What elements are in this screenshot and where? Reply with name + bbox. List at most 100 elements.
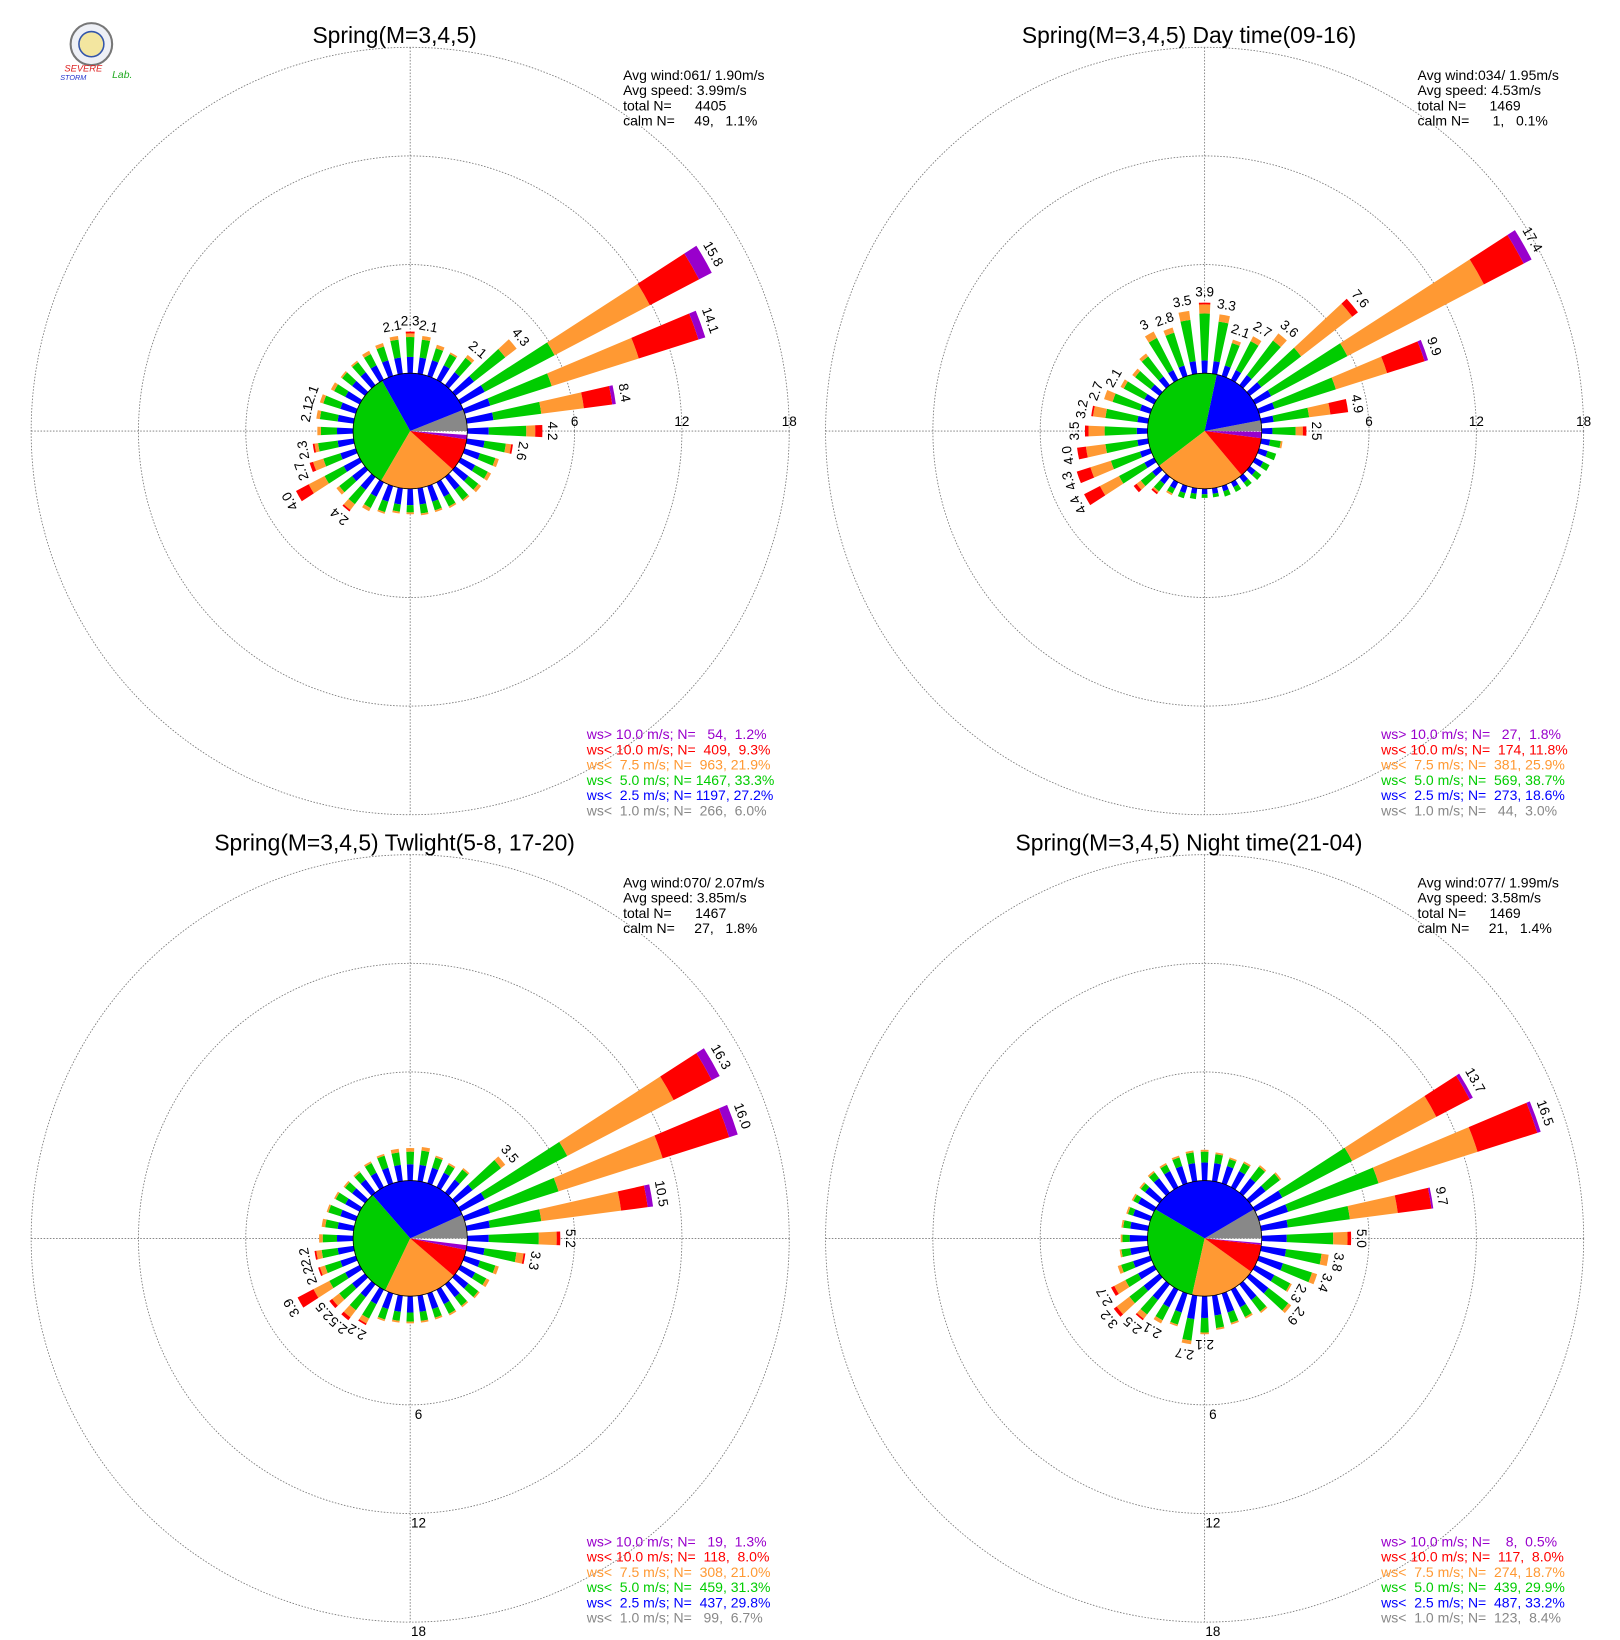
bar-segment bbox=[318, 1267, 323, 1276]
bar-segment bbox=[454, 1169, 469, 1184]
bar-segment bbox=[718, 1104, 738, 1138]
bar-segment bbox=[1200, 1332, 1209, 1335]
legend-entry: ws< 7.5 m/s; N= 308, 21.0% bbox=[586, 1564, 771, 1580]
bar-segment bbox=[1099, 475, 1124, 496]
bar-segment bbox=[1131, 1193, 1137, 1201]
bar-segment bbox=[609, 385, 616, 405]
bar-segment bbox=[339, 476, 357, 493]
legend-entry: ws< 10.0 m/s; N= 174, 11.8% bbox=[1380, 741, 1568, 757]
bar-segment bbox=[364, 1162, 377, 1176]
bar-segment bbox=[343, 1304, 356, 1318]
bar-segment bbox=[1294, 303, 1353, 357]
bar-segment bbox=[1117, 1264, 1124, 1274]
bar-segment bbox=[1084, 485, 1106, 506]
stat-line: calm N= 1, 0.1% bbox=[1418, 113, 1549, 129]
bar-segment bbox=[436, 1172, 450, 1190]
bar-segment bbox=[1260, 1245, 1287, 1257]
bar-segment bbox=[419, 503, 429, 514]
pie-slice bbox=[1204, 420, 1262, 432]
stat-line: total N= 1467 bbox=[623, 905, 726, 921]
bar-segment bbox=[377, 1306, 389, 1320]
bar-segment bbox=[370, 1172, 384, 1190]
ring bbox=[30, 854, 790, 1623]
stat-line: Avg wind:077/ 1.99m/s bbox=[1418, 874, 1559, 890]
bar-segment bbox=[321, 1247, 339, 1259]
bar-segment bbox=[1243, 1161, 1251, 1167]
ring bbox=[1039, 1071, 1370, 1406]
bar-segment bbox=[345, 391, 363, 405]
bar-segment bbox=[447, 1162, 456, 1169]
pie-slice bbox=[381, 431, 453, 489]
bar-segment bbox=[427, 1167, 439, 1186]
bar-segment bbox=[1239, 1162, 1250, 1175]
ring-label: 18 bbox=[1205, 1624, 1220, 1639]
bar-segment bbox=[394, 1164, 403, 1182]
bar-segment bbox=[1168, 370, 1179, 383]
bar-segment bbox=[406, 1164, 414, 1181]
bar-segment bbox=[443, 1300, 456, 1314]
bar-segment bbox=[376, 346, 389, 363]
bar-segment bbox=[1139, 404, 1152, 414]
bar-segment bbox=[1270, 1275, 1291, 1292]
bar-segment bbox=[462, 494, 470, 502]
bar-segment bbox=[448, 502, 457, 509]
bar-segment bbox=[1251, 470, 1262, 480]
stat-line: calm N= 49, 1.1% bbox=[623, 113, 758, 129]
stat-line: calm N= 27, 1.8% bbox=[623, 920, 758, 936]
ring-label: 18 bbox=[782, 414, 797, 429]
bar-segment bbox=[461, 1300, 469, 1308]
bar-segment bbox=[1269, 439, 1281, 448]
bar-segment bbox=[417, 1294, 427, 1312]
bar-segment bbox=[1145, 1187, 1163, 1204]
bar-segment bbox=[1394, 1187, 1432, 1214]
bar-segment bbox=[1221, 1291, 1235, 1313]
bar-segment bbox=[1200, 1151, 1209, 1163]
bar-segment bbox=[405, 333, 415, 338]
bar-segment bbox=[1172, 1157, 1183, 1169]
bar-segment bbox=[1272, 377, 1336, 409]
bar-segment bbox=[452, 1273, 469, 1289]
bar-segment bbox=[406, 1312, 414, 1322]
bar-label: 2.2 bbox=[296, 1246, 314, 1267]
legend-entry: ws< 7.5 m/s; N= 963, 21.9% bbox=[586, 756, 771, 772]
bar-segment bbox=[1179, 484, 1188, 494]
bar-segment bbox=[464, 1283, 479, 1298]
bar-segment bbox=[443, 1164, 455, 1176]
bar-segment bbox=[406, 488, 414, 506]
bar-label: 2.1 bbox=[418, 317, 439, 335]
legend-entry: ws< 5.0 m/s; N= 1467, 33.3% bbox=[586, 772, 775, 788]
bar-segment bbox=[521, 1253, 526, 1265]
bar-segment bbox=[406, 1296, 414, 1313]
bar-segment bbox=[1257, 1204, 1289, 1222]
bar-segment bbox=[1092, 406, 1107, 418]
bar-segment bbox=[1148, 337, 1174, 374]
bar-segment bbox=[1282, 1303, 1292, 1314]
bar-segment bbox=[1239, 473, 1249, 483]
bar-segment bbox=[340, 1209, 358, 1222]
bar-segment bbox=[319, 1234, 323, 1243]
pie-slice bbox=[1155, 1180, 1254, 1239]
bar-segment bbox=[417, 1164, 427, 1182]
bar-segment bbox=[1104, 390, 1116, 402]
bar-segment bbox=[1126, 1206, 1131, 1215]
bar-label: 2.3 bbox=[401, 314, 420, 329]
bar-segment bbox=[1285, 1167, 1379, 1212]
bar-segment bbox=[1260, 461, 1270, 471]
ring-label: 6 bbox=[415, 1407, 423, 1422]
bar-segment bbox=[316, 1250, 324, 1260]
logo-line3: Lab. bbox=[112, 70, 132, 81]
bar-segment bbox=[1246, 466, 1256, 476]
bar-segment bbox=[1252, 1190, 1283, 1212]
bar-segment bbox=[444, 1280, 460, 1298]
bar-segment bbox=[1140, 471, 1156, 487]
chart-title: Spring(M=3,4,5) Day time(09-16) bbox=[1022, 22, 1356, 48]
bar-segment bbox=[362, 504, 371, 512]
bar-segment bbox=[318, 440, 339, 452]
bar-segment bbox=[1178, 310, 1191, 322]
bar-segment bbox=[660, 1053, 712, 1101]
legend-entry: ws< 7.5 m/s; N= 381, 25.9% bbox=[1380, 756, 1565, 772]
bar-segment bbox=[1286, 1232, 1334, 1245]
bar-segment bbox=[434, 507, 443, 513]
bar-segment bbox=[435, 1155, 444, 1160]
bar-segment bbox=[319, 410, 339, 422]
